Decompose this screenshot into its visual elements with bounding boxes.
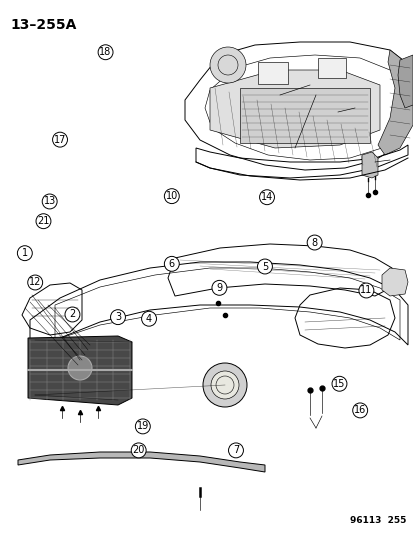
Circle shape xyxy=(98,45,113,60)
Text: 15: 15 xyxy=(332,379,345,389)
Circle shape xyxy=(36,214,51,229)
Circle shape xyxy=(331,376,346,391)
Text: 21: 21 xyxy=(37,216,50,226)
Circle shape xyxy=(68,356,92,380)
Polygon shape xyxy=(377,50,412,155)
FancyBboxPatch shape xyxy=(257,62,287,84)
Text: 6: 6 xyxy=(169,259,174,269)
Circle shape xyxy=(211,371,238,399)
Text: 14: 14 xyxy=(260,192,273,202)
Text: 13: 13 xyxy=(43,197,56,206)
Text: 19: 19 xyxy=(136,422,149,431)
FancyBboxPatch shape xyxy=(240,88,369,143)
Circle shape xyxy=(259,190,274,205)
Circle shape xyxy=(306,235,321,250)
Circle shape xyxy=(110,310,125,325)
Text: 9: 9 xyxy=(216,283,222,293)
Text: 10: 10 xyxy=(165,191,178,201)
Circle shape xyxy=(211,280,226,295)
Text: 1: 1 xyxy=(22,248,28,258)
Text: 96113  255: 96113 255 xyxy=(349,516,405,525)
FancyBboxPatch shape xyxy=(317,58,345,78)
Text: 17: 17 xyxy=(54,135,66,144)
Text: 3: 3 xyxy=(115,312,121,322)
Circle shape xyxy=(164,256,179,271)
Circle shape xyxy=(209,47,245,83)
Text: 16: 16 xyxy=(353,406,366,415)
Circle shape xyxy=(135,419,150,434)
Text: 11: 11 xyxy=(359,286,372,295)
Circle shape xyxy=(65,307,80,322)
Circle shape xyxy=(228,443,243,458)
Polygon shape xyxy=(28,336,132,405)
Text: 5: 5 xyxy=(261,262,268,271)
Polygon shape xyxy=(361,152,377,178)
Circle shape xyxy=(352,403,367,418)
Circle shape xyxy=(164,189,179,204)
Text: 2: 2 xyxy=(69,310,76,319)
Circle shape xyxy=(17,246,32,261)
Text: 7: 7 xyxy=(232,446,239,455)
Text: 8: 8 xyxy=(311,238,317,247)
Circle shape xyxy=(202,363,247,407)
Text: 20: 20 xyxy=(132,446,145,455)
Text: 18: 18 xyxy=(99,47,112,57)
Polygon shape xyxy=(381,268,407,296)
Text: 12: 12 xyxy=(29,278,41,287)
Polygon shape xyxy=(397,55,412,108)
Circle shape xyxy=(42,194,57,209)
Circle shape xyxy=(52,132,67,147)
Circle shape xyxy=(28,275,43,290)
Circle shape xyxy=(131,443,146,458)
Text: 13–255A: 13–255A xyxy=(10,18,76,32)
Circle shape xyxy=(141,311,156,326)
Circle shape xyxy=(257,259,272,274)
Polygon shape xyxy=(18,452,264,472)
Circle shape xyxy=(358,283,373,298)
Polygon shape xyxy=(209,70,379,148)
Text: 4: 4 xyxy=(146,314,152,324)
